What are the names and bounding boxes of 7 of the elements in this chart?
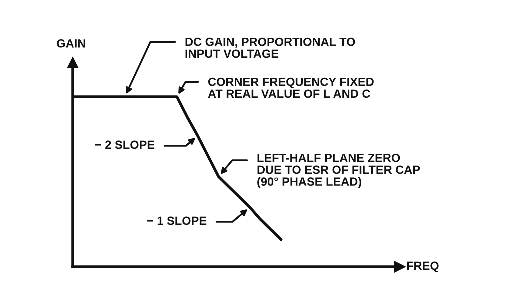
y-axis-title: GAIN bbox=[57, 39, 86, 48]
annotation: CORNER FREQUENCY FIXED AT REAL VALUE OF L AND C bbox=[208, 78, 374, 98]
text: FREQ bbox=[407, 262, 439, 272]
text: DC GAIN, PROPORTIONAL TO INPUT VOLTAGE bbox=[186, 38, 356, 58]
annotation: − 1 SLOPE bbox=[147, 216, 207, 226]
annotation: − 2 SLOPE bbox=[95, 140, 155, 150]
annotation: LEFT-HALF PLANE ZERO DUE TO ESR OF FILTER CAP (90° PHASE LEAD) bbox=[258, 154, 420, 188]
